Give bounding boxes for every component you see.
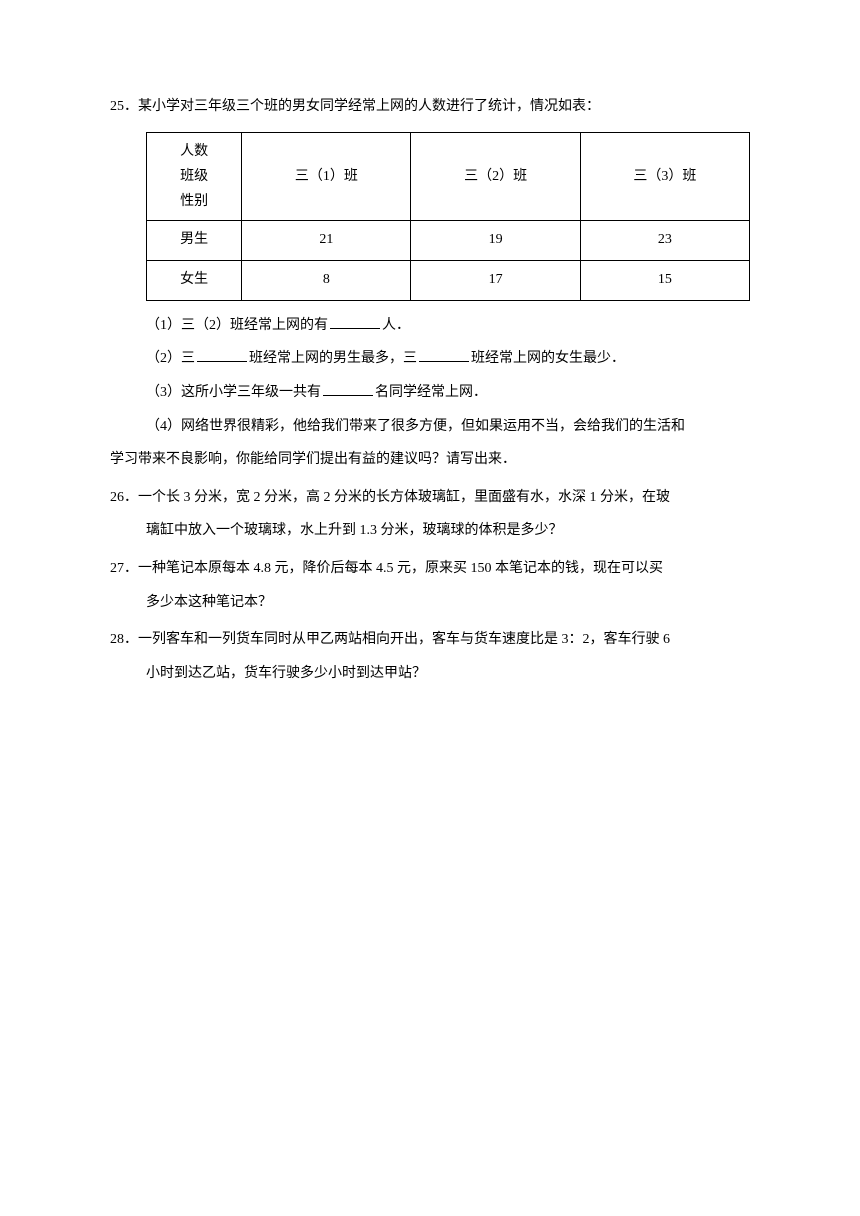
blank-input[interactable] <box>323 382 373 396</box>
header-line-1: 人数 <box>180 144 208 159</box>
question-28: 28．一列客车和一列货车同时从甲乙两站相向开出，客车与货车速度比是 3：2，客车… <box>110 623 750 690</box>
q25-number: 25． <box>110 99 138 114</box>
q27-line2: 多少本这种笔记本？ <box>110 586 750 620</box>
q25-table: 人数 班级 性别 三（1）班 三（2）班 三（3）班 男生 21 19 23 女… <box>146 132 750 301</box>
q25-sub3-b: 名同学经常上网． <box>375 385 487 400</box>
table-cell: 19 <box>411 221 580 261</box>
question-25: 25．某小学对三年级三个班的男女同学经常上网的人数进行了统计，情况如表： 人数 … <box>110 90 750 477</box>
q26-line1: 26．一个长 3 分米，宽 2 分米，高 2 分米的长方体玻璃缸，里面盛有水，水… <box>110 481 750 515</box>
q25-sub2-a: （2）三 <box>146 351 195 366</box>
q28-text1: 一列客车和一列货车同时从甲乙两站相向开出，客车与货车速度比是 3：2，客车行驶 … <box>138 632 670 647</box>
q26-number: 26． <box>110 490 138 505</box>
q25-sub2: （2）三 班经常上网的男生最多，三 班经常上网的女生最少． <box>110 342 750 376</box>
q25-sub3: （3）这所小学三年级一共有 名同学经常上网． <box>110 376 750 410</box>
blank-input[interactable] <box>419 348 469 362</box>
q28-number: 28． <box>110 632 138 647</box>
table-header-row: 人数 班级 性别 三（1）班 三（2）班 三（3）班 <box>147 132 750 221</box>
q25-sub4-line1: （4）网络世界很精彩，他给我们带来了很多方便，但如果运用不当，会给我们的生活和 <box>110 410 750 444</box>
table-cell: 8 <box>242 260 411 300</box>
q27-line1: 27．一种笔记本原每本 4.8 元，降价后每本 4.5 元，原来买 150 本笔… <box>110 552 750 586</box>
q25-sub1-b: 人． <box>382 318 410 333</box>
q28-line2: 小时到达乙站，货车行驶多少小时到达甲站？ <box>110 657 750 691</box>
q25-sub4-line2: 学习带来不良影响，你能给同学们提出有益的建议吗？请写出来． <box>110 443 750 477</box>
question-26: 26．一个长 3 分米，宽 2 分米，高 2 分米的长方体玻璃缸，里面盛有水，水… <box>110 481 750 548</box>
table-col-3: 三（3）班 <box>580 132 749 221</box>
table-row: 男生 21 19 23 <box>147 221 750 261</box>
q25-sub1-a: （1）三（2）班经常上网的有 <box>146 318 328 333</box>
q27-number: 27． <box>110 561 138 576</box>
question-27: 27．一种笔记本原每本 4.8 元，降价后每本 4.5 元，原来买 150 本笔… <box>110 552 750 619</box>
table-cell: 15 <box>580 260 749 300</box>
table-row: 女生 8 17 15 <box>147 260 750 300</box>
q26-text1: 一个长 3 分米，宽 2 分米，高 2 分米的长方体玻璃缸，里面盛有水，水深 1… <box>138 490 670 505</box>
blank-input[interactable] <box>197 348 247 362</box>
table-cell: 23 <box>580 221 749 261</box>
header-line-3: 性别 <box>180 194 208 209</box>
q25-sub1: （1）三（2）班经常上网的有 人． <box>110 309 750 343</box>
q26-line2: 璃缸中放入一个玻璃球，水上升到 1.3 分米，玻璃球的体积是多少？ <box>110 514 750 548</box>
table-col-2: 三（2）班 <box>411 132 580 221</box>
table-header-diagonal: 人数 班级 性别 <box>147 132 242 221</box>
q25-intro: 某小学对三年级三个班的男女同学经常上网的人数进行了统计，情况如表： <box>138 99 600 114</box>
q28-line1: 28．一列客车和一列货车同时从甲乙两站相向开出，客车与货车速度比是 3：2，客车… <box>110 623 750 657</box>
q25-sub2-b: 班经常上网的男生最多，三 <box>249 351 417 366</box>
q25-sub2-c: 班经常上网的女生最少． <box>471 351 625 366</box>
header-line-2: 班级 <box>180 169 208 184</box>
q27-text1: 一种笔记本原每本 4.8 元，降价后每本 4.5 元，原来买 150 本笔记本的… <box>138 561 663 576</box>
table-cell: 21 <box>242 221 411 261</box>
row-label-boys: 男生 <box>147 221 242 261</box>
q25-intro-line: 25．某小学对三年级三个班的男女同学经常上网的人数进行了统计，情况如表： <box>110 90 750 124</box>
row-label-girls: 女生 <box>147 260 242 300</box>
q25-sub3-a: （3）这所小学三年级一共有 <box>146 385 321 400</box>
table-cell: 17 <box>411 260 580 300</box>
table-col-1: 三（1）班 <box>242 132 411 221</box>
blank-input[interactable] <box>330 315 380 329</box>
